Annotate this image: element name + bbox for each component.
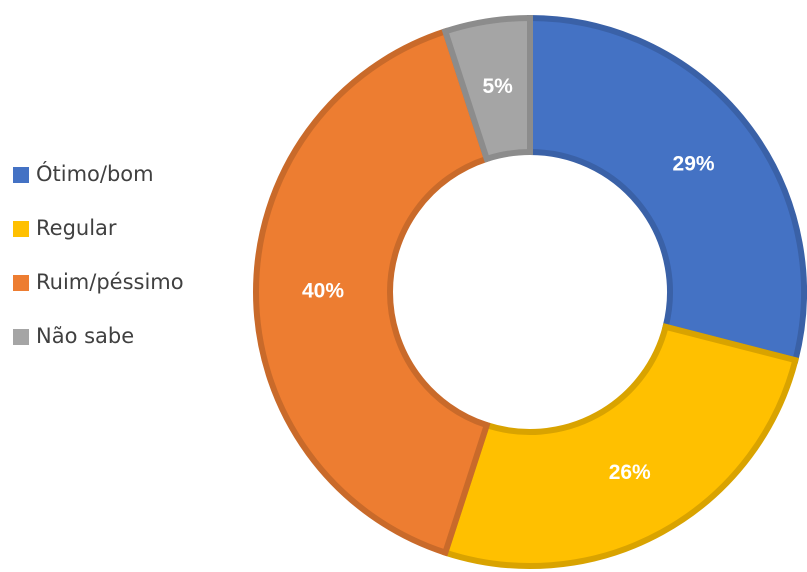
donut-slice bbox=[253, 27, 491, 557]
donut-slice bbox=[527, 14, 807, 364]
legend-label: Regular bbox=[36, 216, 117, 240]
legend-swatch bbox=[13, 329, 29, 345]
legend-swatch bbox=[13, 167, 29, 183]
data-label: 26% bbox=[609, 461, 651, 484]
data-label: 29% bbox=[673, 153, 715, 176]
legend-label: Ótimo/bom bbox=[36, 161, 154, 186]
legend-swatch bbox=[13, 221, 29, 237]
legend-swatch bbox=[13, 275, 29, 291]
donut-slice bbox=[441, 14, 533, 163]
legend-label: Ruim/péssimo bbox=[36, 270, 184, 294]
data-label: 5% bbox=[482, 75, 513, 98]
donut-slice bbox=[441, 323, 800, 569]
legend-label: Não sabe bbox=[36, 324, 134, 348]
data-label: 40% bbox=[302, 280, 344, 303]
